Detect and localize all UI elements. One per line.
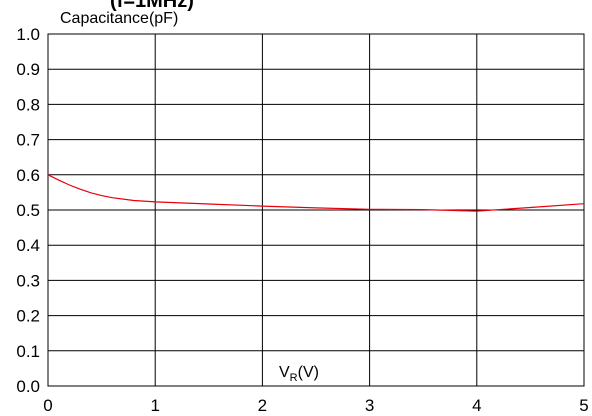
chart-title: (f=1MHz)	[110, 0, 194, 12]
y-tick-label: 0.2	[16, 307, 40, 326]
x-axis-title: VR(V)	[279, 364, 319, 384]
y-axis-title: Capacitance(pF)	[60, 10, 178, 27]
y-tick-label: 1.0	[16, 25, 40, 44]
x-tick-label: 2	[258, 396, 267, 415]
plot-frame	[47, 33, 585, 387]
x-tick-label: 1	[150, 396, 159, 415]
series-line	[47, 174, 585, 212]
y-tick-label: 0.5	[16, 201, 40, 220]
y-tick-label: 0.6	[16, 166, 40, 185]
y-tick-label: 0.3	[16, 271, 40, 290]
x-axis-title-unit: (V)	[298, 364, 319, 381]
x-tick-label: 4	[472, 396, 481, 415]
y-tick-label: 0.7	[16, 131, 40, 150]
x-axis-title-sub: R	[290, 372, 298, 384]
y-tick-label: 0.1	[16, 342, 40, 361]
x-tick-label: 0	[43, 396, 52, 415]
grid	[47, 33, 585, 387]
tick-labels: 0.0 0.1 0.2 0.3 0.4 0.5 0.6 0.7 0.8 0.9 1.0 0 1 2 3 4 5	[16, 25, 588, 415]
y-tick-label: 0.4	[16, 236, 40, 255]
x-tick-label: 3	[365, 396, 374, 415]
y-tick-label: 0.0	[16, 377, 40, 396]
x-axis-title-main: V	[279, 364, 290, 381]
series-layer	[47, 174, 585, 212]
y-tick-label: 0.8	[16, 95, 40, 114]
y-tick-label: 0.9	[16, 60, 40, 79]
x-tick-label: 5	[579, 396, 588, 415]
